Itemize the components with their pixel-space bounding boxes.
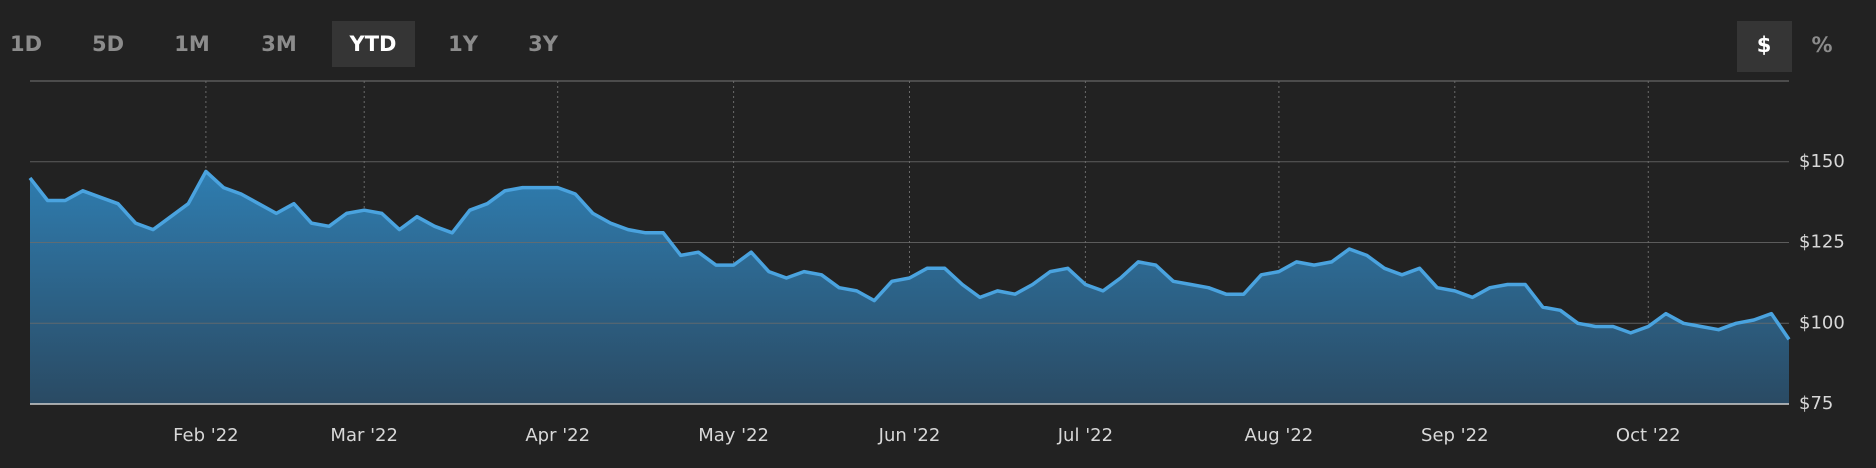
range-button[interactable]: 3M [261,32,297,56]
range-button[interactable]: 1M [174,32,210,56]
active-button-bg [332,21,415,67]
range-button[interactable]: 1D [10,32,42,56]
range-button[interactable]: 5D [92,32,124,56]
x-tick-label: Oct '22 [1616,425,1681,446]
range-button[interactable]: 3Y [528,32,559,56]
range-button[interactable]: 1Y [448,32,479,56]
unit-toggle[interactable]: % [1811,33,1832,57]
x-tick-label: Aug '22 [1245,425,1314,446]
range-button[interactable]: YTD [349,32,397,56]
price-area [30,171,1789,404]
active-toggle-bg [1737,21,1792,72]
y-tick-label: $75 [1799,393,1833,414]
y-tick-label: $150 [1799,151,1845,172]
x-tick-label: Mar '22 [330,425,398,446]
x-tick-label: Apr '22 [525,425,590,446]
y-tick-label: $100 [1799,312,1845,333]
y-tick-label: $125 [1799,232,1845,253]
x-tick-label: Jun '22 [878,425,941,446]
unit-toggle[interactable]: $ [1757,33,1772,57]
x-tick-label: Jul '22 [1057,425,1113,446]
x-tick-label: May '22 [698,425,769,446]
x-tick-label: Feb '22 [173,425,238,446]
x-tick-label: Sep '22 [1421,425,1489,446]
price-line [28,169,1791,341]
